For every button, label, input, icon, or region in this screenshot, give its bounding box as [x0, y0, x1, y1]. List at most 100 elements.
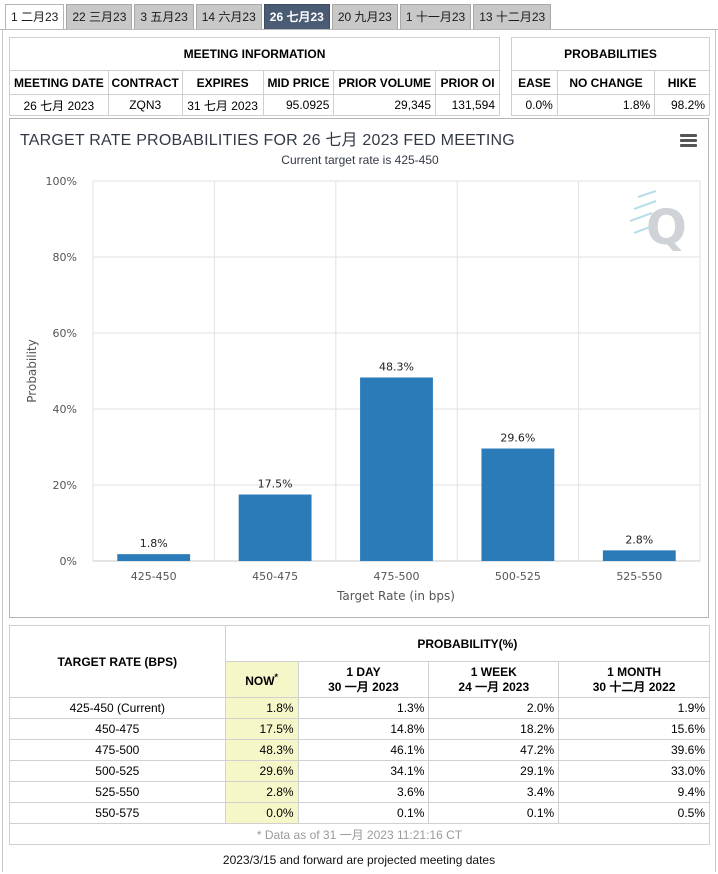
day-value: 1.3%	[297, 697, 430, 719]
data-label: 1.8%	[140, 537, 168, 550]
mid-price-value: 95.0925	[262, 94, 335, 116]
chart-plot: Q 0% 20% 40% 60% 80% 100% 1.8% 425-450 17.5% 450-…	[25, 175, 701, 603]
now-value: 29.6%	[224, 760, 299, 782]
month-value: 1.9%	[558, 697, 710, 719]
rate-label: 525-550	[9, 781, 226, 803]
x-tick-label: 425-450	[131, 570, 177, 583]
rate-label: 425-450 (Current)	[9, 697, 226, 719]
tab-14-jun-23[interactable]: 14 六月23	[195, 4, 262, 29]
header-ease: EASE	[511, 70, 558, 95]
header-no-change: NO CHANGE	[556, 70, 656, 95]
x-axis-title: Target Rate (in bps)	[336, 589, 455, 603]
tab-divider	[0, 29, 718, 30]
table-row: 500-525 29.6% 34.1% 29.1% 33.0%	[9, 760, 710, 782]
y-axis-title: Probability	[25, 339, 39, 402]
day-value: 34.1%	[297, 760, 430, 782]
now-value: 0.0%	[224, 802, 299, 824]
column-1-week: 1 WEEK 24 一月 2023	[428, 661, 560, 698]
hike-value: 98.2%	[654, 94, 710, 116]
tab-20-sep-23[interactable]: 20 九月23	[331, 4, 398, 29]
meeting-information-table: MEETING INFORMATION MEETING DATE CONTRAC…	[9, 37, 500, 116]
day-value: 0.1%	[297, 802, 430, 824]
now-value: 1.8%	[224, 697, 299, 719]
bar-475-500[interactable]	[360, 377, 433, 561]
header-hike: HIKE	[654, 70, 710, 95]
data-label: 48.3%	[379, 360, 414, 373]
y-tick-label: 20%	[53, 479, 77, 492]
y-tick-label: 60%	[53, 327, 77, 340]
probabilities-table: PROBABILITIES EASE NO CHANGE HIKE 0.0% 1…	[511, 37, 710, 116]
month-value: 39.6%	[558, 739, 710, 761]
month-value: 15.6%	[558, 718, 710, 740]
column-now: NOW*	[224, 661, 299, 698]
meeting-tabs: 1 二月23 22 三月23 3 五月23 14 六月23 26 七月23 20…	[5, 4, 553, 30]
rate-label: 550-575	[9, 802, 226, 824]
y-tick-label: 40%	[53, 403, 77, 416]
rate-label: 450-475	[9, 718, 226, 740]
ease-value: 0.0%	[511, 94, 558, 116]
column-1-day: 1 DAY 30 一月 2023	[297, 661, 430, 698]
header-contract: CONTRACT	[107, 70, 183, 95]
day-value: 14.8%	[297, 718, 430, 740]
week-value: 2.0%	[428, 697, 560, 719]
x-tick-label: 475-500	[374, 570, 420, 583]
tab-26-jul-23[interactable]: 26 七月23	[263, 4, 330, 29]
rate-label: 500-525	[9, 760, 226, 782]
y-tick-label: 80%	[53, 251, 77, 264]
tab-3-may-23[interactable]: 3 五月23	[134, 4, 194, 29]
month-value: 0.5%	[558, 802, 710, 824]
week-value: 3.4%	[428, 781, 560, 803]
data-timestamp-note: * Data as of 31 一月 2023 11:21:16 CT	[9, 823, 710, 845]
prior-oi-value: 131,594	[435, 94, 500, 116]
y-tick-label: 100%	[46, 175, 77, 188]
bar-450-475[interactable]	[238, 494, 312, 562]
week-value: 0.1%	[428, 802, 560, 824]
bar-500-525[interactable]	[481, 448, 555, 561]
now-value: 2.8%	[224, 781, 299, 803]
y-tick-label: 0%	[60, 555, 77, 568]
week-value: 29.1%	[428, 760, 560, 782]
data-label: 17.5%	[258, 478, 293, 491]
meeting-date-value: 26 七月 2023	[9, 94, 109, 116]
expires-value: 31 七月 2023	[181, 94, 264, 116]
header-prior-volume: PRIOR VOLUME	[333, 70, 437, 95]
x-tick-label: 450-475	[252, 570, 298, 583]
table-row: 525-550 2.8% 3.6% 3.4% 9.4%	[9, 781, 710, 803]
header-prior-oi: PRIOR OI	[435, 70, 500, 95]
target-rate-header: TARGET RATE (BPS)	[9, 625, 226, 698]
table-row: 550-575 0.0% 0.1% 0.1% 0.5%	[9, 802, 710, 824]
bar-425-450[interactable]	[117, 554, 191, 561]
table-row: 475-500 48.3% 46.1% 47.2% 39.6%	[9, 739, 710, 761]
chart-title: TARGET RATE PROBABILITIES FOR 26 七月 2023…	[20, 132, 515, 149]
tab-1-nov-23[interactable]: 1 十一月23	[399, 4, 472, 29]
probability-chart: TARGET RATE PROBABILITIES FOR 26 七月 2023…	[9, 118, 709, 618]
tab-22-mar-23[interactable]: 22 三月23	[66, 4, 133, 29]
meeting-information-title: MEETING INFORMATION	[9, 37, 500, 71]
column-1-month: 1 MONTH 30 十二月 2022	[558, 661, 710, 698]
now-value: 17.5%	[224, 718, 299, 740]
x-tick-label: 500-525	[495, 570, 541, 583]
content-frame	[2, 30, 716, 872]
header-expires: EXPIRES	[181, 70, 264, 95]
month-value: 33.0%	[558, 760, 710, 782]
chart-subtitle: Current target rate is 425-450	[281, 153, 439, 167]
probability-history-table: TARGET RATE (BPS) PROBABILITY(%) NOW* 1 …	[9, 625, 711, 845]
table-row: 450-475 17.5% 14.8% 18.2% 15.6%	[9, 718, 710, 740]
hamburger-menu-icon[interactable]	[680, 134, 697, 148]
no-change-value: 1.8%	[556, 94, 656, 116]
watermark-q: Q	[646, 200, 687, 256]
data-label: 2.8%	[625, 533, 653, 546]
tab-1-feb-23[interactable]: 1 二月23	[5, 4, 65, 29]
bar-525-550[interactable]	[602, 550, 676, 561]
tab-13-dec-23[interactable]: 13 十二月23	[473, 4, 552, 29]
now-value: 48.3%	[224, 739, 299, 761]
week-value: 47.2%	[428, 739, 560, 761]
month-value: 9.4%	[558, 781, 710, 803]
probability-header: PROBABILITY(%)	[224, 625, 711, 662]
header-meeting-date: MEETING DATE	[9, 70, 109, 95]
data-label: 29.6%	[500, 432, 535, 445]
watermark-logo: Q	[629, 190, 687, 256]
contract-value: ZQN3	[107, 94, 183, 116]
day-value: 3.6%	[297, 781, 430, 803]
projected-dates-note: 2023/3/15 and forward are projected meet…	[222, 853, 496, 867]
